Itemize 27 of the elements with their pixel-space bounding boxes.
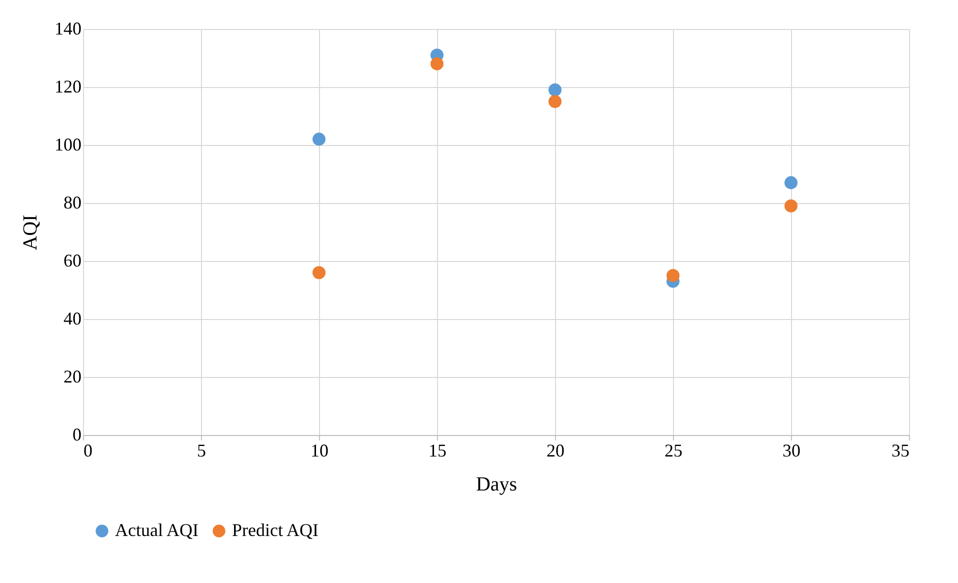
- legend-label: Predict AQI: [232, 520, 318, 540]
- legend-label: Actual AQI: [115, 520, 198, 540]
- y-tick-label: 0: [72, 424, 82, 444]
- x-tick-label: 25: [664, 440, 682, 460]
- y-axis-title: AQI: [20, 214, 42, 250]
- point: [312, 266, 326, 280]
- y-tick-label: 20: [64, 366, 82, 386]
- y-tick-label: 60: [64, 250, 82, 270]
- x-tick-label: 30: [782, 440, 800, 460]
- point: [784, 199, 798, 212]
- x-tick-label: 10: [310, 440, 328, 460]
- point: [548, 94, 562, 108]
- point: [430, 57, 444, 70]
- x-axis-title: Days: [476, 474, 518, 496]
- x-tick-label: 35: [892, 440, 910, 460]
- x-tick-label: 15: [428, 440, 446, 460]
- y-tick-label: 80: [64, 192, 82, 212]
- y-tick-label: 100: [54, 134, 82, 154]
- x-tick-label: 5: [197, 440, 206, 460]
- point: [312, 132, 326, 146]
- y-tick-label: 40: [64, 308, 82, 328]
- x-tick-label: 20: [546, 440, 564, 460]
- y-tick-label: 120: [54, 76, 82, 96]
- y-tick-label: 140: [54, 18, 82, 38]
- point: [666, 268, 680, 282]
- point: [784, 176, 798, 190]
- point: [548, 83, 562, 96]
